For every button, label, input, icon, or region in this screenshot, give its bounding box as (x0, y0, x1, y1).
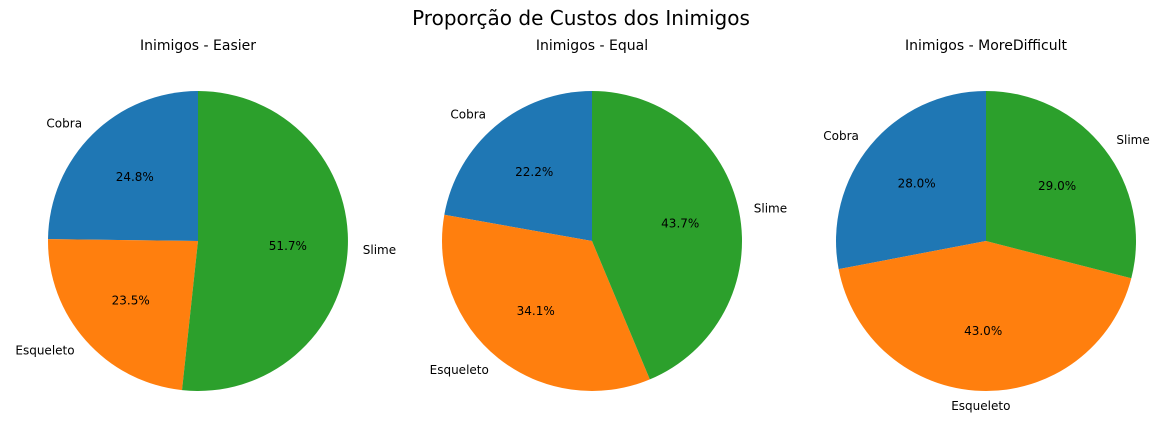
slice-label-esqueleto: Esqueleto (951, 399, 1010, 413)
pie-slice-cobra (836, 91, 986, 270)
pie-slice-esqueleto (838, 241, 1132, 391)
slice-label-cobra: Cobra (450, 108, 486, 122)
pie-chart-2: Inimigos - Equal Cobra 22.2% Esqueleto 34.1%… (430, 38, 787, 391)
slice-label-esqueleto: Esqueleto (15, 344, 74, 358)
slice-label-slime: Slime (1116, 133, 1149, 147)
pie-chart-3: Inimigos - MoreDifficult Cobra 28.0% Esquel… (823, 38, 1149, 413)
pie-slice-esqueleto (47, 239, 199, 391)
pie-chart-1: Inimigos - Easier Cobra 24.8% Esqueleto 23.5… (15, 38, 396, 391)
slice-percent-esqueleto: 34.1% (517, 304, 555, 318)
slice-percent-esqueleto: 43.0% (964, 324, 1002, 338)
pie-slice-cobra (444, 91, 592, 241)
slice-label-cobra: Cobra (823, 129, 859, 143)
slice-percent-slime: 51.7% (269, 239, 307, 253)
pie-slice-cobra (48, 91, 199, 241)
pie-slice-esqueleto (442, 214, 650, 391)
slice-label-esqueleto: Esqueleto (430, 363, 489, 377)
slice-label-cobra: Cobra (46, 117, 82, 131)
pie-title: Inimigos - Easier (140, 38, 256, 54)
slice-percent-slime: 43.7% (661, 216, 699, 230)
slice-percent-slime: 29.0% (1038, 179, 1076, 193)
slice-percent-cobra: 24.8% (116, 170, 154, 184)
slice-label-slime: Slime (363, 243, 396, 257)
figure-title: Proporção de Custos dos Inimigos (412, 6, 750, 30)
pie-slice-slime (592, 91, 743, 380)
slice-percent-cobra: 28.0% (898, 177, 936, 191)
pie-title: Inimigos - MoreDifficult (905, 38, 1067, 54)
slice-percent-esqueleto: 23.5% (112, 294, 150, 308)
pie-slice-slime (182, 91, 348, 391)
slice-percent-cobra: 22.2% (515, 165, 553, 179)
slice-label-slime: Slime (754, 202, 787, 216)
pie-slice-slime (986, 90, 1137, 279)
pie-title: Inimigos - Equal (536, 38, 648, 54)
